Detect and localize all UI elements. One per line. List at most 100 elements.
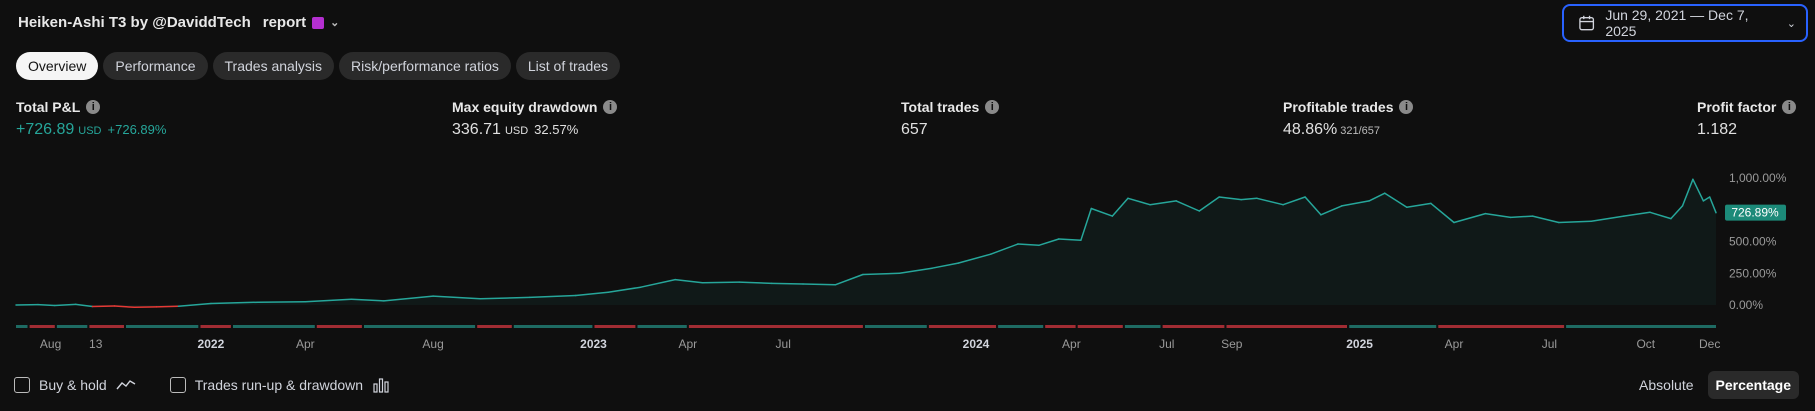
trade-strip-segment bbox=[477, 325, 512, 328]
equity-line-segment bbox=[1430, 202, 1455, 224]
x-tick-label: Apr bbox=[1445, 337, 1464, 351]
equity-line-segment bbox=[1670, 205, 1684, 220]
equity-line-segment bbox=[989, 243, 1019, 255]
chart-options: Buy & hold Trades run-up & drawdown bbox=[14, 377, 412, 393]
buy-hold-label: Buy & hold bbox=[39, 377, 107, 393]
runup-label: Trades run-up & drawdown bbox=[194, 377, 364, 393]
trade-strip-segment bbox=[56, 325, 88, 328]
equity-line-segment bbox=[1692, 178, 1705, 202]
metric-percent: +726.89% bbox=[107, 122, 167, 137]
current-value-badge bbox=[1725, 204, 1786, 221]
report-title[interactable]: Heiken-Ashi T3 by @DaviddTech report ⌄ bbox=[18, 14, 339, 31]
trade-strip-segment bbox=[364, 325, 476, 328]
current-value-label: 726.89% bbox=[1731, 206, 1779, 220]
x-tick-label: Apr bbox=[1062, 337, 1081, 351]
trade-strip-segment bbox=[637, 325, 687, 328]
runup-drawdown-toggle[interactable]: Trades run-up & drawdown bbox=[169, 377, 390, 393]
equity-line-segment bbox=[1453, 212, 1487, 224]
buy-hold-toggle[interactable]: Buy & hold bbox=[14, 377, 136, 393]
trade-strip-segment bbox=[29, 325, 55, 328]
tab-trades-analysis[interactable]: Trades analysis bbox=[212, 52, 335, 80]
checkbox[interactable] bbox=[169, 377, 186, 393]
date-range-picker[interactable]: Jun 29, 2021 — Dec 7, 2025 ⌄ bbox=[1562, 4, 1808, 42]
equity-area bbox=[16, 179, 1716, 308]
equity-line-segment bbox=[770, 282, 804, 285]
info-icon[interactable]: i bbox=[1782, 100, 1797, 114]
equity-line-segment bbox=[1080, 207, 1093, 241]
equity-line-segment bbox=[1240, 197, 1258, 201]
equity-line-segment bbox=[479, 296, 531, 300]
equity-line-segment bbox=[574, 291, 609, 297]
trade-strip-segment bbox=[1438, 325, 1565, 328]
date-range-text: Jun 29, 2021 — Dec 7, 2025 bbox=[1605, 7, 1749, 39]
tab-risk-ratios[interactable]: Risk/performance ratios bbox=[339, 52, 511, 80]
equity-line-segment bbox=[862, 272, 901, 276]
percentage-button[interactable]: Percentage bbox=[1707, 371, 1799, 399]
equity-line-segment bbox=[1198, 196, 1220, 212]
x-tick-label: 2023 bbox=[580, 337, 607, 351]
metric-label: Profit factor bbox=[1697, 99, 1777, 115]
x-tick-label: Dec bbox=[1699, 337, 1720, 351]
equity-line-segment bbox=[432, 295, 482, 300]
equity-line-segment bbox=[350, 298, 385, 302]
x-tick-label: Oct bbox=[1636, 337, 1655, 351]
strategy-name: Heiken-Ashi T3 by @DaviddTech bbox=[18, 14, 251, 31]
equity-line-segment bbox=[1017, 243, 1040, 247]
metric-value: 1.182 bbox=[1697, 121, 1738, 138]
y-tick-label: 1,000.00% bbox=[1729, 171, 1787, 185]
calendar-badge-icon bbox=[312, 16, 325, 29]
trade-strip-segment bbox=[928, 325, 996, 328]
equity-line-segment bbox=[74, 303, 94, 308]
equity-line-segment bbox=[607, 286, 642, 294]
info-icon[interactable]: i bbox=[603, 100, 618, 114]
equity-chart[interactable]: 1,000.00%750.00%500.00%250.00%0.00% Aug1… bbox=[0, 160, 1815, 370]
x-tick-label: Sep bbox=[1221, 337, 1243, 351]
chevron-down-icon: ⌄ bbox=[1786, 17, 1796, 30]
equity-line-segment bbox=[37, 303, 56, 307]
report-label: report bbox=[262, 14, 307, 31]
equity-line-segment bbox=[1218, 196, 1242, 201]
metric-unit: USD bbox=[78, 125, 102, 137]
equity-line-segment bbox=[1531, 215, 1560, 224]
equity-line-segment bbox=[304, 298, 353, 303]
trade-strip-segment bbox=[316, 325, 362, 328]
equity-line-segment bbox=[1649, 211, 1672, 220]
trade-strip-segment bbox=[126, 325, 199, 328]
tab-performance[interactable]: Performance bbox=[103, 52, 208, 80]
trade-strip-segment bbox=[1226, 325, 1347, 328]
metric-value: 336.71 bbox=[452, 121, 501, 138]
equity-line-segment bbox=[155, 305, 180, 308]
equity-line-segment bbox=[113, 305, 136, 309]
chevron-down-icon[interactable]: ⌄ bbox=[330, 17, 340, 29]
equity-line-segment bbox=[1406, 202, 1432, 208]
equity-line-segment bbox=[1127, 197, 1151, 206]
x-tick-label: Apr bbox=[296, 337, 315, 351]
equity-line-segment bbox=[834, 273, 864, 286]
equity-line-segment bbox=[210, 301, 259, 305]
trade-strip-segment bbox=[200, 325, 231, 328]
info-icon[interactable]: i bbox=[1399, 100, 1414, 114]
checkbox[interactable] bbox=[14, 377, 30, 393]
equity-line-segment bbox=[1038, 238, 1060, 247]
info-icon[interactable]: i bbox=[985, 100, 1000, 114]
tab-overview[interactable]: Overview bbox=[16, 52, 99, 80]
metric-label: Profitable trades bbox=[1283, 99, 1394, 115]
absolute-button[interactable]: Absolute bbox=[1639, 377, 1694, 393]
equity-line-segment bbox=[957, 253, 992, 264]
equity-line-segment bbox=[1090, 207, 1114, 217]
info-icon[interactable]: i bbox=[86, 100, 101, 114]
equity-line-segment bbox=[177, 302, 212, 308]
equity-line-segment bbox=[1558, 220, 1593, 224]
equity-line-segment bbox=[1681, 178, 1694, 207]
x-tick-label: Jul bbox=[776, 337, 791, 351]
tab-list-of-trades[interactable]: List of trades bbox=[515, 52, 621, 80]
trade-strip-segment bbox=[513, 325, 593, 328]
trade-strip-segment bbox=[594, 325, 636, 328]
bar-chart-icon bbox=[373, 378, 389, 393]
trade-strip-segment bbox=[16, 325, 28, 328]
equity-line-segment bbox=[1384, 192, 1408, 208]
y-tick-label: 250.00% bbox=[1729, 266, 1777, 280]
metric-fraction: 321/657 bbox=[1340, 125, 1381, 137]
equity-line-segment bbox=[1256, 197, 1284, 206]
metric-label: Total trades bbox=[901, 99, 980, 115]
